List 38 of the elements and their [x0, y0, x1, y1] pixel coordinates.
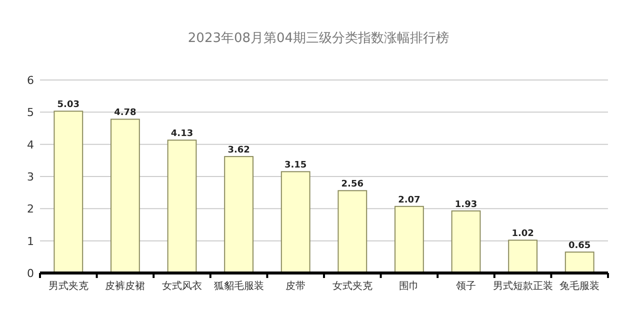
x-tick-label: 女式风衣	[162, 280, 202, 292]
x-tick-label: 狐貂毛服装	[214, 280, 264, 292]
x-tick-label: 皮带	[286, 280, 306, 292]
data-label: 4.13	[170, 129, 194, 140]
data-label: 4.78	[114, 108, 136, 118]
data-label: 1.93	[454, 200, 478, 210]
x-tick-label: 围巾	[399, 280, 420, 292]
bar	[224, 156, 254, 274]
x-tick-label: 皮裤皮裙	[105, 280, 146, 292]
bar	[338, 190, 368, 274]
x-tick-label: 男式夹克	[48, 280, 88, 292]
data-label: 3.15	[284, 160, 307, 171]
bar	[394, 206, 424, 274]
y-tick-label: 6	[27, 74, 34, 87]
bar	[110, 118, 140, 274]
y-tick-label: 2	[27, 202, 34, 216]
x-tick-label: 领子	[456, 280, 476, 292]
x-tick-label: 女式夹克	[332, 280, 372, 292]
y-tick-label: 1	[27, 234, 34, 248]
bar	[451, 210, 481, 274]
y-tick-label: 5	[27, 106, 34, 120]
x-tick-label: 兔毛服装	[560, 280, 600, 292]
bar	[280, 171, 310, 274]
chart-title: 2023年08月第04期三级分类指数涨幅排行榜	[188, 31, 450, 46]
data-label: 3.62	[228, 146, 250, 156]
bar	[508, 240, 538, 274]
data-label: 0.65	[568, 241, 591, 252]
y-tick-label: 3	[27, 170, 34, 184]
data-label: 5.03	[57, 100, 80, 110]
bar	[564, 252, 594, 274]
bar	[167, 140, 197, 274]
y-tick-label: 0	[27, 267, 34, 280]
x-tick-label: 男式短款正装	[492, 280, 553, 292]
data-label: 2.56	[341, 180, 364, 190]
y-tick-label: 4	[27, 138, 34, 152]
data-label: 2.07	[398, 195, 420, 206]
bar	[54, 110, 84, 274]
data-label: 1.02	[512, 229, 534, 240]
